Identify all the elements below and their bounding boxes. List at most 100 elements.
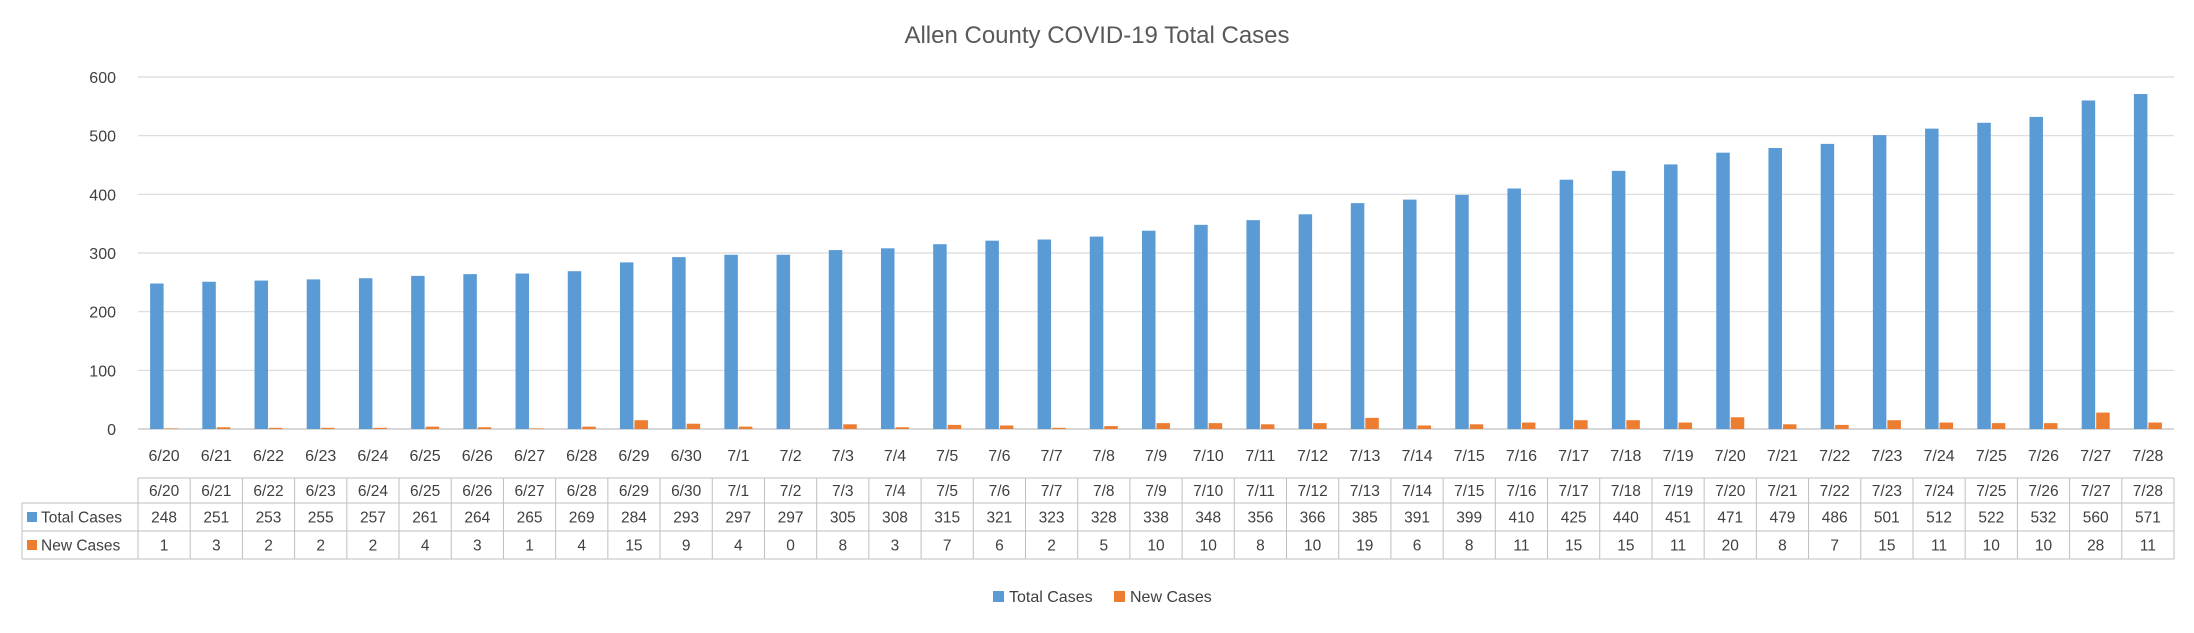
table-value-cell: 15 <box>1878 538 1895 555</box>
bar-new-cases <box>1260 424 1275 429</box>
table-header-cell: 6/20 <box>149 483 180 500</box>
table-header-cell: 6/28 <box>567 483 597 500</box>
table-header-cell: 7/21 <box>1767 483 1797 500</box>
bar-total-cases <box>1246 220 1260 429</box>
table-value-cell: 522 <box>1978 510 2004 527</box>
bar-new-cases <box>1939 422 1954 429</box>
bar-total-cases <box>828 250 843 429</box>
table-value-cell: 269 <box>569 510 595 527</box>
x-tick-label: 6/24 <box>357 448 388 465</box>
x-tick-label: 7/9 <box>1145 448 1167 465</box>
table-value-cell: 486 <box>1822 510 1848 527</box>
x-tick-label: 6/25 <box>410 448 441 465</box>
table-header-cell: 7/8 <box>1093 483 1115 500</box>
bar-new-cases <box>947 424 962 429</box>
table-header-cell: 6/21 <box>201 483 231 500</box>
table-value-cell: 293 <box>673 510 699 527</box>
table-value-cell: 4 <box>421 538 430 555</box>
bar-total-cases <box>1872 135 1887 429</box>
bar-new-cases <box>1365 417 1379 429</box>
table-value-cell: 385 <box>1352 510 1378 527</box>
table-value-cell: 10 <box>1983 538 2001 555</box>
bar-total-cases <box>515 273 530 429</box>
table-header-cell: 7/1 <box>728 483 750 500</box>
table-value-cell: 501 <box>1874 510 1900 527</box>
bar-total-cases <box>202 281 216 429</box>
y-axis: 0 100 200 300 400 500 600 <box>89 70 116 439</box>
table-value-cell: 6 <box>995 538 1004 555</box>
table-value-cell: 321 <box>986 510 1012 527</box>
x-tick-label: 7/3 <box>832 448 854 465</box>
table-value-cell: 255 <box>308 510 334 527</box>
bar-new-cases <box>269 427 283 429</box>
bar-new-cases <box>477 427 492 429</box>
x-tick-label: 6/20 <box>149 448 180 465</box>
table-value-cell: 8 <box>1778 538 1787 555</box>
bar-total-cases <box>985 240 999 429</box>
table-value-cell: 323 <box>1039 510 1065 527</box>
table-value-cell: 1 <box>160 538 169 555</box>
bar-total-cases <box>463 274 477 429</box>
table-value-cell: 2 <box>369 538 378 555</box>
table-value-cell: 560 <box>2083 510 2109 527</box>
x-tick-label: 7/24 <box>1924 448 1955 465</box>
legend: Total Cases New Cases <box>993 589 1212 606</box>
table-series-label: Total Cases <box>41 510 122 527</box>
table-value-cell: 11 <box>1931 538 1947 555</box>
table-header-cell: 6/27 <box>514 483 544 500</box>
bar-total-cases <box>306 279 321 429</box>
table-value-cell: 4 <box>577 538 586 555</box>
x-tick-label: 7/4 <box>884 448 906 465</box>
table-header-cell: 6/26 <box>462 483 492 500</box>
x-tick-label: 7/19 <box>1662 448 1693 465</box>
table-value-cell: 11 <box>1513 538 1529 555</box>
bar-new-cases <box>1052 427 1066 429</box>
chart-title: Allen County COVID-19 Total Cases <box>904 22 1289 49</box>
x-tick-label: 6/22 <box>253 448 284 465</box>
table-value-cell: 11 <box>1670 538 1686 555</box>
table-value-cell: 10 <box>1304 538 1322 555</box>
table-value-cell: 257 <box>360 510 386 527</box>
table-value-cell: 479 <box>1770 510 1796 527</box>
table-header-cell: 7/14 <box>1402 483 1433 500</box>
bar-new-cases <box>895 427 909 429</box>
table-value-cell: 2 <box>1047 538 1056 555</box>
bar-new-cases <box>1521 422 1536 429</box>
table-value-cell: 10 <box>1147 538 1165 555</box>
x-tick-label: 7/15 <box>1454 448 1485 465</box>
table-value-cell: 425 <box>1561 510 1587 527</box>
table-value-cell: 297 <box>725 510 751 527</box>
bar-new-cases <box>1469 424 1484 429</box>
table-value-cell: 399 <box>1456 510 1482 527</box>
table-value-cell: 308 <box>882 510 908 527</box>
y-tick-label: 0 <box>107 422 116 439</box>
bar-new-cases <box>425 426 440 429</box>
table-header-cell: 7/17 <box>1559 483 1589 500</box>
table-value-cell: 10 <box>1200 538 1218 555</box>
bar-total-cases <box>1298 214 1313 429</box>
table-header-cell: 7/4 <box>884 483 906 500</box>
table-value-cell: 284 <box>621 510 647 527</box>
table-header-cell: 7/28 <box>2133 483 2163 500</box>
bar-total-cases <box>254 280 269 429</box>
table-value-cell: 251 <box>203 510 229 527</box>
bar-new-cases <box>1417 425 1432 429</box>
bar-total-cases <box>1977 122 1991 429</box>
table-series-key <box>27 540 37 550</box>
table-header-cell: 7/25 <box>1976 483 2006 500</box>
bar-total-cases <box>358 278 373 429</box>
table-value-cell: 3 <box>212 538 221 555</box>
table-header-cell: 7/26 <box>2028 483 2058 500</box>
x-tick-label: 7/1 <box>727 448 749 465</box>
table-value-cell: 315 <box>934 510 960 527</box>
bar-new-cases <box>2043 423 2058 429</box>
bar-new-cases <box>686 423 701 429</box>
y-tick-label: 400 <box>89 187 116 204</box>
x-tick-label: 7/14 <box>1401 448 1432 465</box>
bar-new-cases <box>1887 420 1901 429</box>
table-header-cell: 7/23 <box>1872 483 1902 500</box>
table-header-cell: 7/7 <box>1041 483 1063 500</box>
x-tick-label: 7/20 <box>1715 448 1746 465</box>
bar-total-cases <box>1611 170 1626 429</box>
bar-new-cases <box>530 428 544 429</box>
